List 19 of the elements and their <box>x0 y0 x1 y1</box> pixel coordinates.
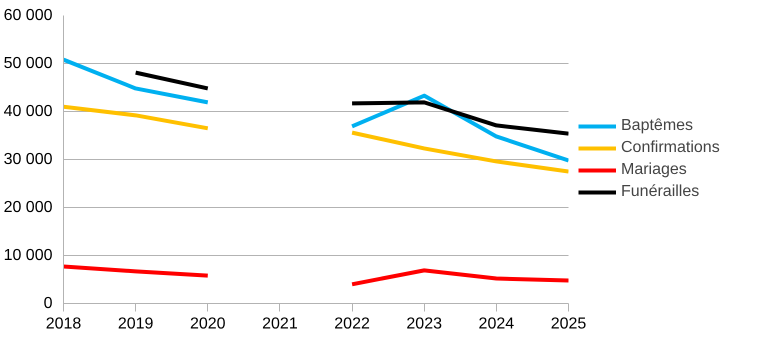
y-tick-label: 50 000 <box>4 55 53 72</box>
y-tick-label: 60 000 <box>4 7 53 24</box>
legend-label: Mariages <box>621 161 687 179</box>
legend-label: Confirmations <box>621 139 720 157</box>
legend-label: Funérailles <box>621 183 700 201</box>
x-tick-label: 2021 <box>262 316 298 332</box>
x-tick-label: 2022 <box>334 316 370 332</box>
x-tick-label: 2023 <box>406 316 442 332</box>
y-tick-label: 0 <box>44 295 53 312</box>
y-tick-label: 40 000 <box>4 103 53 120</box>
x-tick-label: 2020 <box>190 316 226 332</box>
x-tick-label: 2024 <box>478 316 514 332</box>
x-tick-label: 2019 <box>118 316 154 332</box>
y-tick-label: 30 000 <box>4 151 53 168</box>
y-tick-label: 20 000 <box>4 199 53 216</box>
x-tick-label: 2025 <box>550 316 586 332</box>
y-tick-label: 10 000 <box>4 247 53 264</box>
legend-label: Baptêmes <box>621 117 694 135</box>
x-tick-label: 2018 <box>46 316 82 332</box>
